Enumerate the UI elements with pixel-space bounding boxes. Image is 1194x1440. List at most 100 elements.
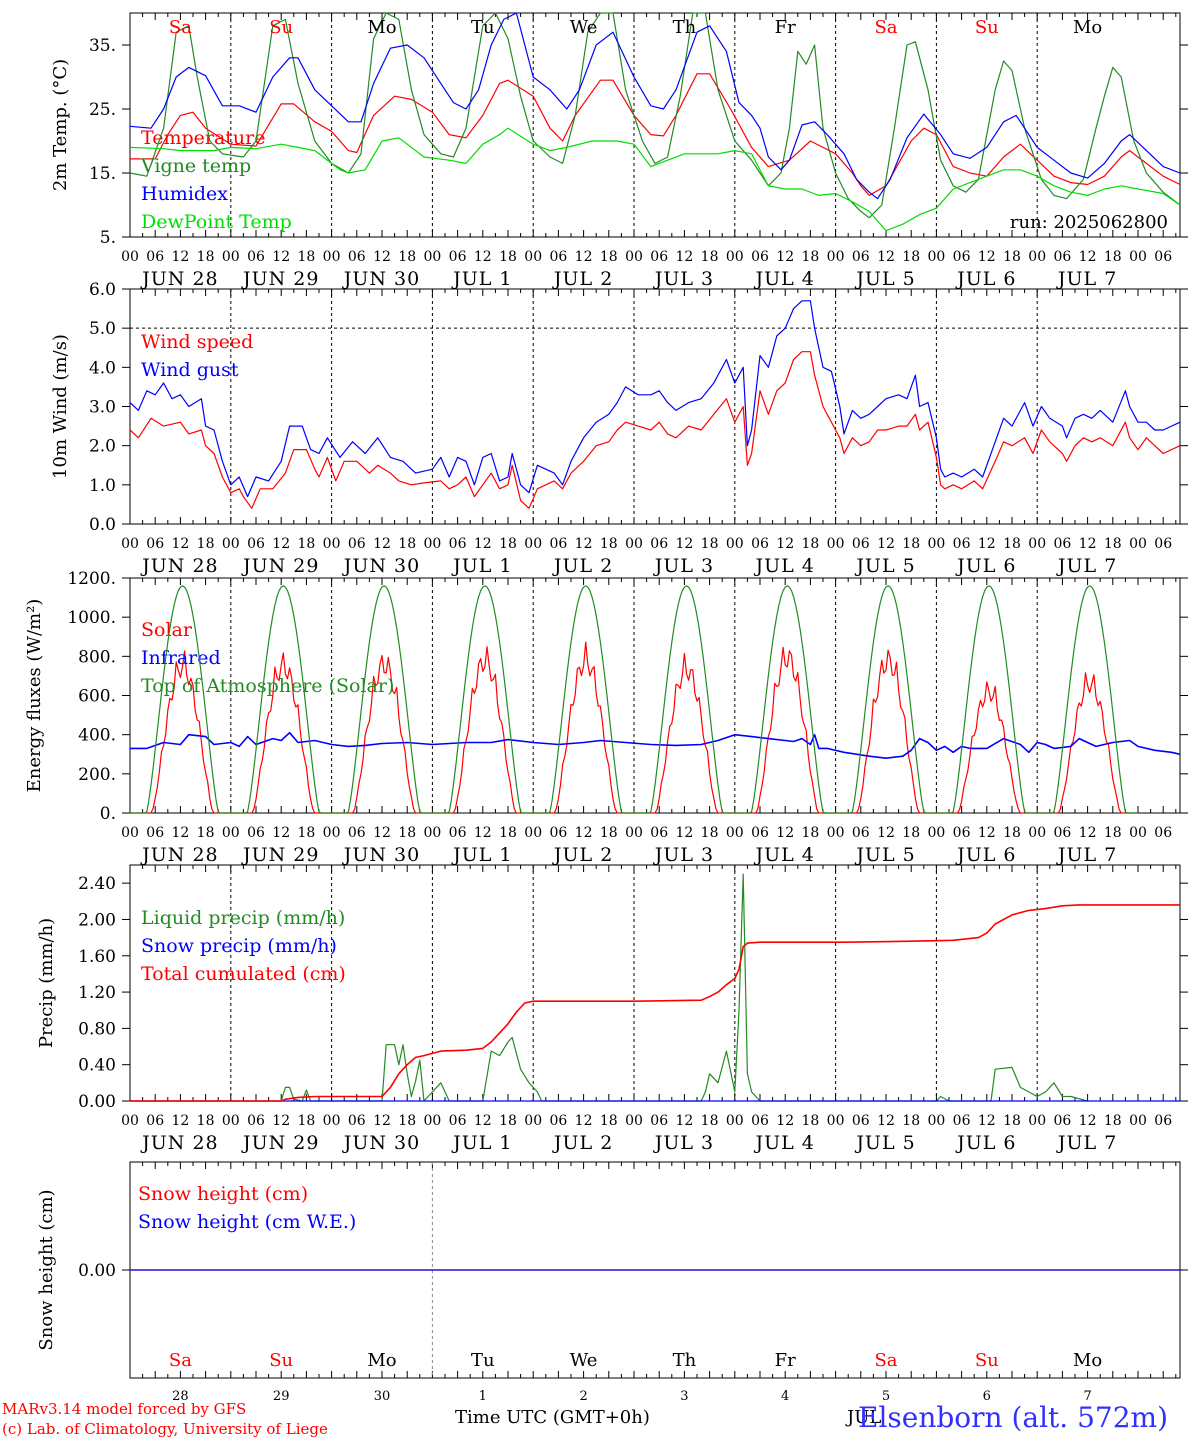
hour-tick-label: 00 [625, 825, 643, 841]
month-label: JUL [845, 1407, 881, 1428]
date-label: JUL 3 [653, 555, 714, 577]
series-line-3 [129, 12, 1181, 200]
hour-tick-label: 12 [877, 249, 895, 265]
hour-tick-label: 06 [751, 825, 769, 841]
hour-tick-label: 18 [1104, 825, 1122, 841]
legend-entry: Snow precip (mm/h) [141, 935, 337, 957]
hour-tick-label: 18 [701, 536, 719, 552]
hour-tick-label: 18 [1003, 536, 1021, 552]
series-line-1 [130, 641, 1138, 814]
hour-tick-label: 00 [524, 249, 542, 265]
date-number-label: 4 [781, 1389, 789, 1404]
hour-tick-label: 00 [423, 825, 441, 841]
hour-tick-label: 18 [600, 249, 618, 265]
series-line-3 [130, 585, 1138, 814]
legend-entry: Top of Atmosphere (Solar) [141, 675, 394, 697]
hour-tick-label: 12 [675, 249, 693, 265]
date-label: JUN 29 [241, 555, 319, 577]
y-tick-label: 25. [89, 100, 116, 120]
hour-tick-label: 06 [852, 249, 870, 265]
hour-tick-label: 00 [1129, 536, 1147, 552]
day-of-week-label: Sa [169, 17, 192, 38]
hour-tick-label: 18 [499, 249, 517, 265]
date-label: JUN 28 [140, 268, 218, 290]
hour-tick-label: 00 [121, 1113, 139, 1129]
day-of-week-label: Fr [775, 17, 796, 38]
hour-tick-label: 12 [272, 536, 290, 552]
date-label: JUL 3 [653, 268, 714, 290]
hour-tick-label: 12 [272, 249, 290, 265]
hour-tick-label: 18 [1104, 249, 1122, 265]
y-axis-label: 2m Temp. (°C) [50, 59, 71, 191]
hour-tick-label: 18 [1104, 536, 1122, 552]
hour-tick-label: 18 [801, 825, 819, 841]
hour-tick-label: 06 [953, 249, 971, 265]
hour-tick-label: 12 [373, 825, 391, 841]
y-tick-label: 1200. [67, 569, 116, 589]
hour-tick-label: 12 [877, 1113, 895, 1129]
hour-tick-label: 18 [1003, 1113, 1021, 1129]
y-tick-label: 5. [100, 228, 116, 248]
hour-tick-label: 00 [323, 1113, 341, 1129]
series-line-2 [130, 731, 1181, 759]
day-of-week-label: Sa [169, 1350, 192, 1371]
hour-tick-label: 06 [953, 825, 971, 841]
date-number-label: 5 [882, 1389, 890, 1404]
hour-tick-label: 12 [373, 249, 391, 265]
series-line-3 [130, 904, 1180, 1102]
date-label: JUL 6 [955, 268, 1016, 290]
y-tick-label: 5.0 [89, 319, 116, 339]
y-tick-label: 2.0 [89, 437, 116, 457]
y-tick-label: 200. [78, 765, 116, 785]
y-tick-label: 0.00 [78, 1092, 116, 1112]
y-tick-label: 4.0 [89, 358, 116, 378]
hour-tick-label: 06 [852, 536, 870, 552]
hour-tick-label: 00 [1129, 1113, 1147, 1129]
hour-tick-label: 00 [423, 1113, 441, 1129]
hour-tick-label: 00 [121, 536, 139, 552]
y-tick-label: 2.40 [78, 874, 116, 894]
model-credit: MARv3.14 model forced by GFS [2, 1400, 246, 1418]
hour-tick-label: 18 [801, 1113, 819, 1129]
y-tick-label: 800. [78, 647, 116, 667]
hour-tick-label: 06 [549, 1113, 567, 1129]
hour-tick-label: 06 [146, 536, 164, 552]
y-tick-label: 0. [100, 804, 116, 824]
hour-tick-label: 12 [171, 825, 189, 841]
hour-tick-label: 12 [575, 1113, 593, 1129]
hour-tick-label: 00 [1028, 825, 1046, 841]
hour-tick-label: 12 [575, 536, 593, 552]
hour-tick-label: 12 [474, 825, 492, 841]
date-label: JUN 30 [342, 268, 420, 290]
date-number-label: 30 [374, 1389, 391, 1404]
day-of-week-label: Mo [367, 1350, 396, 1371]
y-tick-label: 15. [89, 164, 116, 184]
hour-tick-label: 06 [650, 249, 668, 265]
series-line-4 [129, 127, 1181, 232]
date-label: JUL 7 [1056, 268, 1117, 290]
hour-tick-label: 06 [751, 249, 769, 265]
panel-4: 0.00 0.40 0.80 1.20 1.60 2.00 2.40 Precip (mm/h… [36, 864, 1188, 1154]
panel-1: 5. 15. 25. 35. 2m Temp. (°C) Temperature Vigne… [50, 12, 1188, 290]
date-label: JUL 5 [854, 1132, 915, 1154]
date-label: JUN 29 [241, 844, 319, 866]
hour-tick-label: 00 [1129, 249, 1147, 265]
hour-tick-label: 00 [1028, 249, 1046, 265]
hour-tick-label: 00 [927, 1113, 945, 1129]
hour-tick-label: 18 [1003, 249, 1021, 265]
hour-tick-label: 00 [222, 1113, 240, 1129]
hour-tick-label: 12 [776, 825, 794, 841]
y-tick-label: 2.00 [78, 910, 116, 930]
day-of-week-label: Su [269, 1350, 293, 1371]
date-label: JUN 29 [241, 1132, 319, 1154]
date-label: JUL 6 [955, 844, 1016, 866]
day-of-week-label: We [570, 1350, 598, 1371]
date-label: JUN 28 [140, 844, 218, 866]
series-line-1 [130, 873, 1088, 1102]
date-label: JUL 5 [854, 844, 915, 866]
day-of-week-label: Mo [1073, 1350, 1102, 1371]
hour-tick-label: 12 [877, 536, 895, 552]
date-label: JUL 2 [552, 268, 613, 290]
date-number-label: 28 [172, 1389, 189, 1404]
hour-tick-label: 18 [398, 249, 416, 265]
